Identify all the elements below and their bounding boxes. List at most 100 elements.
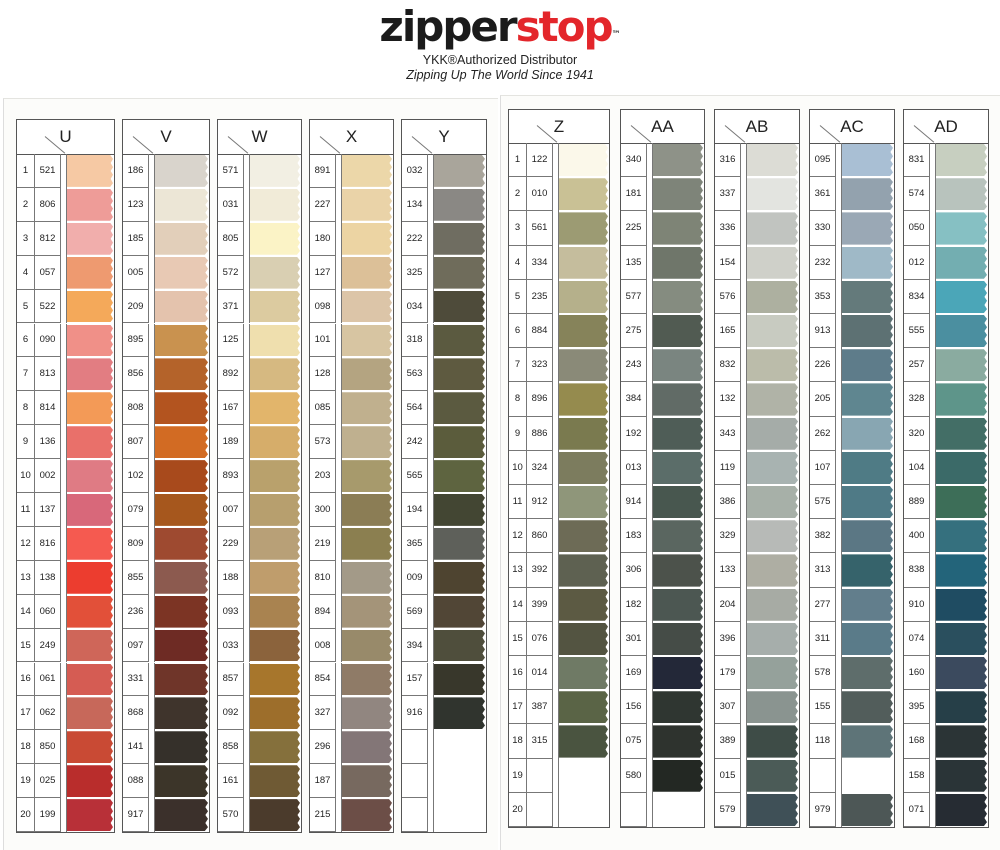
divider	[741, 758, 747, 793]
color-code: 569	[402, 594, 428, 629]
swatch-row: 384	[621, 382, 704, 417]
swatch-row: 203	[310, 459, 393, 493]
color-code: 013	[621, 450, 647, 485]
zipper-swatch	[155, 290, 208, 323]
divider	[336, 357, 342, 392]
zipper-swatch	[155, 731, 208, 764]
divider	[61, 628, 67, 663]
divider	[336, 628, 342, 663]
zipper-swatch	[936, 588, 987, 621]
zipper-swatch	[250, 188, 300, 221]
color-code: 104	[904, 450, 930, 485]
header-divider	[724, 125, 746, 143]
swatch-row: 133	[715, 553, 799, 588]
color-code: 343	[715, 416, 741, 451]
row-number: 1	[17, 154, 35, 188]
color-code: 249	[35, 628, 61, 663]
zipper-swatch	[653, 417, 703, 450]
color-code: 127	[310, 255, 336, 290]
divider	[61, 730, 67, 765]
zipper-swatch	[747, 554, 798, 587]
zipper-swatch	[747, 520, 798, 553]
zipper-swatch	[155, 629, 208, 662]
swatch-row: 074	[904, 621, 988, 656]
zipper-swatch	[747, 691, 798, 724]
swatch-column-z: Z 1 122 2 010 3 561 4 334 5 235 6 884 7 323 8 896 9 886 10 3…	[508, 109, 610, 828]
swatch-row: 576	[715, 279, 799, 314]
divider	[553, 758, 559, 793]
swatch-row: 277	[810, 587, 894, 622]
color-code: 572	[218, 255, 244, 290]
divider	[553, 245, 559, 280]
color-code: 005	[123, 255, 149, 290]
color-code: 868	[123, 696, 149, 731]
swatch-row: 085	[310, 391, 393, 426]
color-code: 185	[123, 221, 149, 256]
divider	[836, 587, 842, 622]
swatch-row: 005	[123, 255, 209, 290]
column-letter: AD	[904, 110, 988, 144]
swatch-row: 371	[218, 289, 301, 324]
divider	[741, 348, 747, 383]
swatch-row: 6 090	[17, 323, 114, 358]
zipper-swatch	[434, 527, 485, 560]
row-number: 18	[509, 724, 527, 759]
color-code: 884	[527, 314, 553, 349]
color-code: 324	[527, 450, 553, 485]
color-code: 169	[621, 656, 647, 691]
color-code: 242	[402, 425, 428, 460]
swatch-row: 236	[123, 594, 209, 629]
zipper-swatch	[936, 451, 987, 484]
zipper-swatch	[842, 383, 893, 416]
color-code: 307	[715, 690, 741, 725]
divider	[336, 594, 342, 629]
swatch-row: 013	[621, 450, 704, 485]
divider	[930, 621, 936, 656]
swatch-row: 183	[621, 519, 704, 554]
zipper-swatch	[67, 188, 113, 221]
divider	[428, 221, 434, 256]
tagline: Zipping Up The World Since 1941	[406, 68, 594, 82]
divider	[741, 314, 747, 349]
swatch-row: 807	[123, 425, 209, 460]
swatch-row: 031	[218, 187, 301, 222]
color-code: 155	[810, 690, 836, 725]
swatch-row: 311	[810, 621, 894, 656]
color-code: 205	[810, 382, 836, 417]
column-letter: V	[123, 120, 209, 155]
zipper-swatch	[747, 212, 798, 245]
zipper-swatch	[342, 731, 392, 764]
swatch-row: 128	[310, 357, 393, 392]
divider	[553, 416, 559, 451]
swatch-row: 838	[904, 553, 988, 588]
zipper-swatch	[155, 460, 208, 492]
zipper-swatch	[842, 554, 893, 587]
swatch-column-aa: AA 340 181 225 135 577 275 243 384 192 013 914 183 30…	[620, 109, 705, 828]
row-number: 16	[509, 656, 527, 691]
color-code: 192	[621, 416, 647, 451]
column-letter: U	[17, 120, 114, 155]
color-code: 573	[310, 425, 336, 460]
color-code: 857	[218, 662, 244, 697]
swatch-row: 097	[123, 628, 209, 663]
color-code	[527, 758, 553, 793]
swatch-row: 088	[123, 764, 209, 799]
divider	[553, 656, 559, 691]
color-code: 893	[218, 459, 244, 493]
zipper-swatch	[653, 554, 703, 587]
divider	[244, 357, 250, 392]
color-code: 008	[310, 628, 336, 663]
divider	[244, 391, 250, 426]
color-code: 032	[402, 154, 428, 188]
zipper-swatch	[155, 765, 208, 798]
divider	[149, 764, 155, 799]
swatch-row: 361	[810, 177, 894, 212]
divider	[149, 730, 155, 765]
row-number: 8	[17, 391, 35, 426]
color-card-right: Z 1 122 2 010 3 561 4 334 5 235 6 884 7 323 8 896 9 886 10 3…	[500, 95, 1000, 850]
divider	[428, 662, 434, 697]
color-code: 856	[123, 357, 149, 392]
swatch-row: 331	[123, 662, 209, 697]
zipper-swatch	[67, 256, 113, 289]
swatch-row: 9 136	[17, 425, 114, 460]
